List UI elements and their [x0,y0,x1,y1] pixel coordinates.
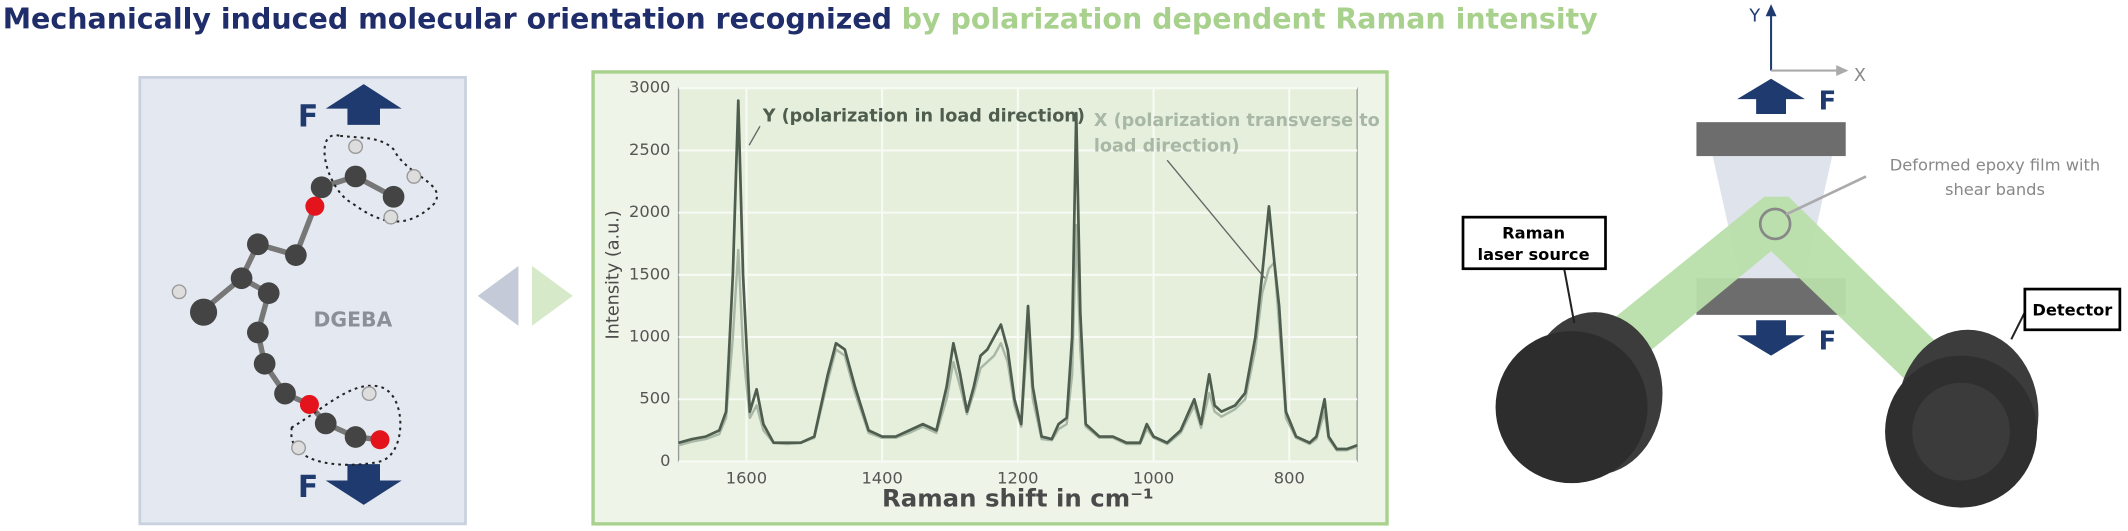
x-tick-label: 1000 [1133,469,1174,488]
force-label: F [1819,86,1837,116]
force-label: F [1819,327,1837,357]
x-tick-label: 1200 [997,469,1038,488]
axis-head [1836,65,1849,77]
x-tick-label: 800 [1274,469,1305,488]
annotation-line: X (polarization transverse to [1094,111,1380,131]
atoms [190,165,405,448]
focus-ring [1758,207,1792,241]
y-tick-label: 2500 [629,140,670,159]
annotation-leader [1166,159,1266,279]
annotation: X (polarization transverse to load direct… [1094,111,1380,157]
source-label-line: laser source [1478,245,1590,264]
molecule-panel: F F DGEBA [138,76,467,526]
source-face [1495,331,1648,484]
x-axis-label: Raman shift in cm⁻¹ [882,483,1154,512]
axis-head [1765,4,1777,17]
y-tick-label: 1500 [629,264,670,283]
force-label: F [298,470,318,505]
leader [1785,175,1867,216]
molecule-name: DGEBA [313,307,392,331]
panel-bg [138,76,467,526]
y-tick-label: 1000 [629,327,670,346]
arrow-up [1737,78,1805,115]
title-part2: by polarization dependent Raman intensit… [902,2,1599,35]
source-label-line: Raman [1502,223,1565,242]
dotted-outline [323,134,438,223]
dotted-outline [290,384,402,466]
arrow-right [532,266,573,326]
leader [2010,311,2026,340]
annotation-line: load direction) [1094,137,1240,157]
title: Mechanically induced molecular orientati… [3,2,1599,35]
film-label-line: shear bands [1945,180,2045,199]
title-part1: Mechanically induced molecular orientati… [3,2,892,35]
annotation: Y (polarization in load direction) [762,107,1085,127]
x-tick-label: 1400 [861,469,902,488]
axis-label: Y [1748,6,1760,26]
arrow-down [1737,320,1805,356]
y-tick-label: 3000 [629,78,670,97]
series-line [678,99,1358,451]
leader [1562,264,1576,324]
y-tick-label: 2000 [629,202,670,221]
detector-label: Detector [2032,300,2112,319]
film-label: Deformed epoxy film with shear bands [1890,155,2100,198]
label-box [2023,287,2122,332]
hydrogen-atoms [171,139,422,456]
x-tick-label: 1600 [726,469,767,488]
chart: 0 500 1000 1500 2000 2500 3000 1600 1400 1200 1000… [603,78,1379,513]
annotation-line: Y (polarization in load direction) [762,107,1085,127]
force-label: F [298,100,318,135]
film-label-line: Deformed epoxy film with [1890,155,2100,174]
arrow-left [477,266,519,326]
setup: Y X F F Deformed epoxy film with shear ba… [1461,4,2122,508]
axis-label: X [1854,66,1866,86]
arrow-down [325,464,402,505]
arrow-up [325,84,402,125]
source-label: Raman laser source [1478,223,1590,264]
y-tick-label: 0 [660,451,670,470]
y-tick-label: 500 [639,389,670,408]
y-axis-label: Intensity (a.u.) [603,210,623,339]
oxygen-atoms [299,196,390,450]
label-box [1461,215,1607,271]
annotation-leader [748,125,761,146]
detector-lens [1912,382,2010,481]
upper-grip [1696,122,1846,157]
